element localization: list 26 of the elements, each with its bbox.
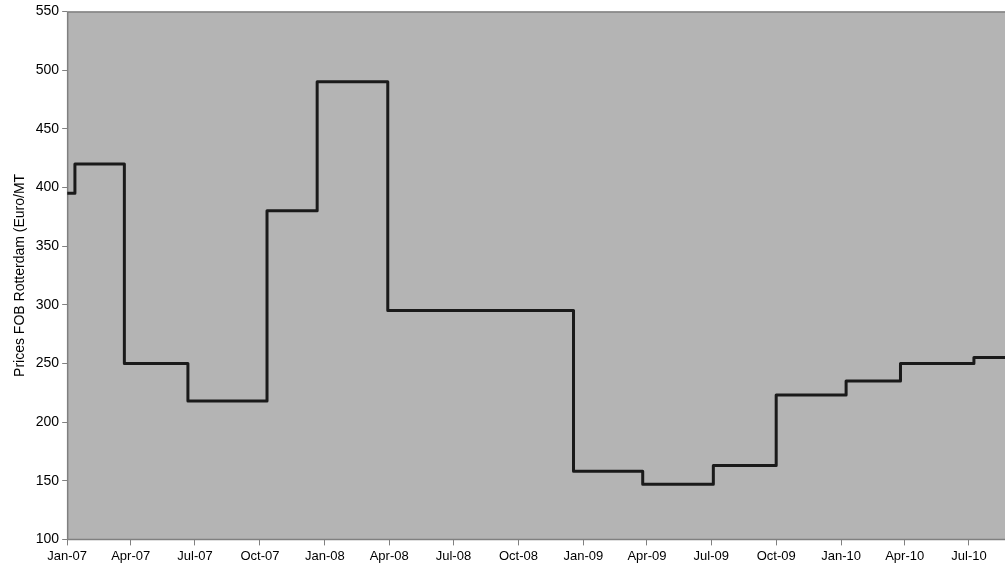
y-tick-label: 150	[35, 471, 60, 488]
y-axis-title: Prices FOB Rotterdam (Euro/MT	[11, 173, 28, 377]
y-tick-label: 550	[35, 2, 60, 19]
y-tick-label: 500	[35, 60, 60, 77]
x-tick-label: Jan-10	[821, 547, 862, 563]
x-tick-label: Oct-08	[498, 547, 538, 563]
x-tick-label: Oct-07	[240, 547, 280, 563]
y-tick-label: 450	[35, 119, 60, 136]
x-tick-label: Apr-08	[369, 547, 409, 563]
x-tick-label: Apr-07	[111, 547, 151, 563]
y-tick-label: 400	[35, 178, 60, 195]
x-tick-label: Jul-07	[177, 547, 213, 563]
x-tick-label: Jan-09	[563, 547, 604, 563]
x-tick-label: Jan-07	[47, 547, 88, 563]
x-tick-label: Apr-09	[627, 547, 667, 563]
y-tick-label: 250	[35, 354, 60, 371]
x-tick-label: Apr-10	[885, 547, 925, 563]
x-tick-label: Jul-09	[693, 547, 729, 563]
y-tick-label: 200	[35, 412, 60, 429]
x-tick-label: Oct-09	[756, 547, 796, 563]
y-tick-label: 100	[35, 530, 60, 547]
x-tick-label: Jul-10	[951, 547, 987, 563]
x-tick-label: Jan-08	[305, 547, 345, 563]
x-tick-label: Jul-08	[435, 547, 472, 563]
y-tick-label: 350	[35, 236, 60, 253]
y-tick-label: 300	[35, 295, 60, 312]
